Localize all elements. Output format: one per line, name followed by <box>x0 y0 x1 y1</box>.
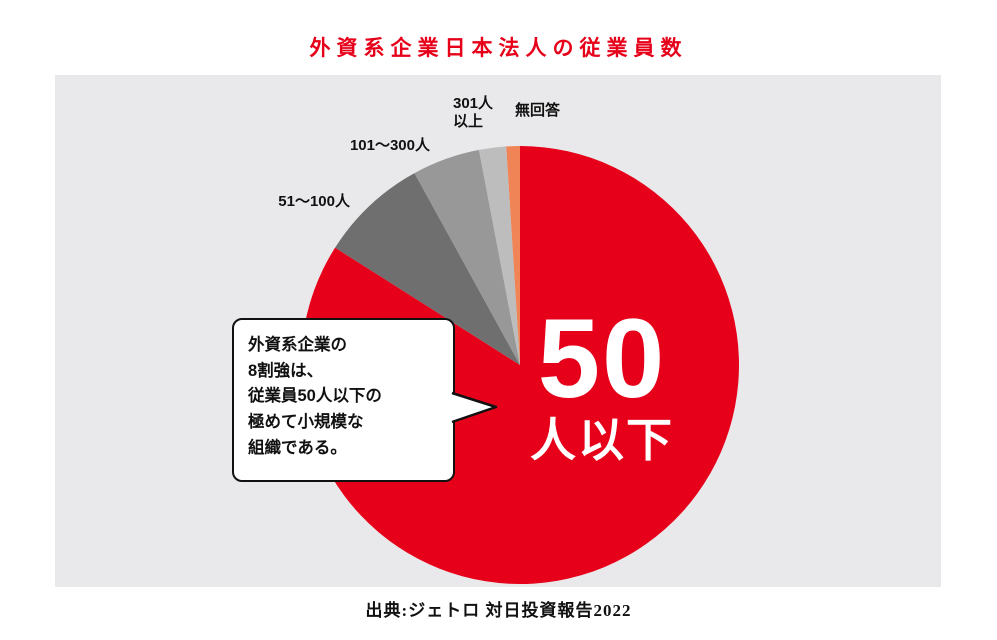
main-slice-center-label: 50 人以下 <box>517 296 687 466</box>
pie-slice-4 <box>506 146 520 365</box>
callout-line: 8割強は、 <box>248 361 324 380</box>
callout-line: 外資系企業の <box>248 336 347 354</box>
chart-panel: 51～100人 101～300人 301人以上 無回答 50 人以下 外資系企業… <box>55 75 941 587</box>
callout-line: 組織である。 <box>248 438 347 457</box>
main-slice-value-text: 50 <box>537 296 667 421</box>
source-citation: 出典:ジェトロ 対日投資報告2022 <box>365 601 632 620</box>
annotation-callout: 外資系企業の 8割強は、 従業員50人以下の 極めて小規模な 組織である。 <box>232 318 455 482</box>
slice-label-101-300: 101～300人 <box>349 137 430 154</box>
pie-slice-2 <box>414 149 520 365</box>
pie-slice-3 <box>478 146 520 365</box>
slice-label-301-plus: 301人以上 <box>453 95 494 130</box>
slice-label-51-100: 51～100人 <box>278 193 350 210</box>
pie-slice-1 <box>335 173 520 365</box>
callout-pointer-icon <box>451 391 498 424</box>
chart-title: 外資系企業日本法人の従業員数 <box>309 37 688 60</box>
main-slice-unit-text: 人以下 <box>530 414 674 466</box>
slice-label-no-answer: 無回答 <box>515 102 561 119</box>
callout-line: 従業員50人以下の <box>248 387 382 406</box>
callout-line: 極めて小規模な <box>248 413 364 432</box>
